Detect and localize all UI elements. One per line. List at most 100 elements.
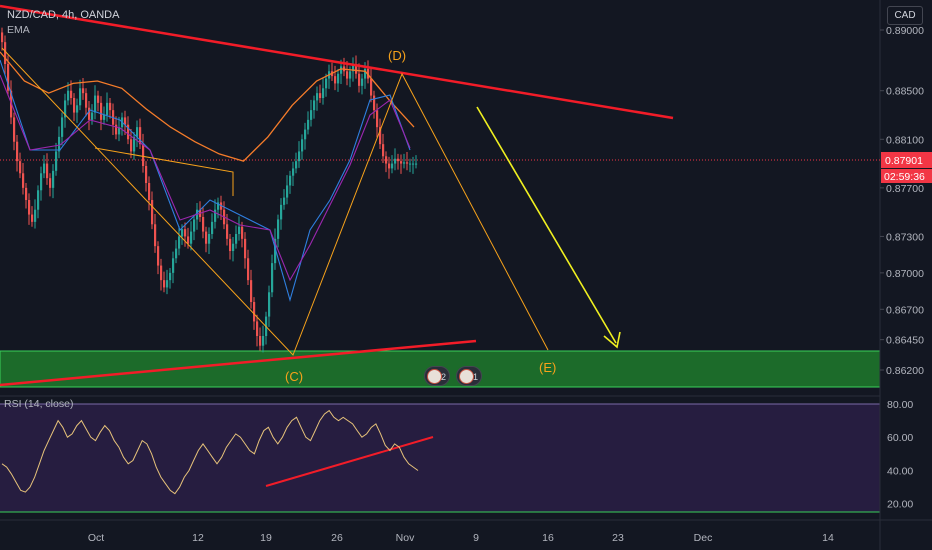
- upper-trendline[interactable]: [0, 4, 674, 120]
- candle-body: [160, 265, 163, 281]
- candle-body: [37, 190, 40, 210]
- candle-body: [208, 234, 211, 244]
- candle-body: [130, 139, 133, 152]
- candle-body: [79, 88, 82, 106]
- wave-pattern[interactable]: [1, 47, 549, 356]
- rsi-axis: 80.00 60.00 40.00 20.00: [887, 399, 913, 511]
- candle-body: [142, 144, 145, 166]
- candle-body: [274, 238, 277, 264]
- price-tick-label: 0.87700: [886, 183, 924, 195]
- candle-body: [349, 71, 352, 79]
- candle-body: [115, 124, 118, 135]
- candle-body: [244, 238, 247, 259]
- candle-body: [403, 162, 406, 164]
- candle-body: [292, 168, 295, 176]
- event-badge-2[interactable]: 6 1: [456, 366, 482, 386]
- candle-body: [31, 214, 34, 222]
- candle-body: [316, 93, 319, 101]
- ema-slow-line: [0, 74, 411, 282]
- candle-body: [133, 136, 136, 152]
- candle-body: [163, 280, 166, 288]
- candle-body: [7, 64, 10, 91]
- candle-body: [1, 32, 4, 43]
- candle-body: [307, 119, 310, 130]
- candle-body: [370, 78, 373, 96]
- candle-body: [400, 161, 403, 164]
- candle-body: [394, 158, 397, 164]
- candle-body: [385, 156, 388, 164]
- candle-body: [412, 163, 415, 165]
- price-tick-label: 0.88500: [886, 86, 924, 98]
- rsi-band: [0, 404, 880, 512]
- candle-body: [391, 163, 394, 169]
- candle-body: [187, 236, 190, 244]
- candle-body: [73, 98, 76, 113]
- price-tag: [881, 152, 932, 168]
- candle-body: [319, 93, 322, 98]
- price-tick-label: 0.88100: [886, 134, 924, 146]
- candle-body: [283, 197, 286, 205]
- candle-body: [22, 173, 25, 188]
- candle-body: [91, 112, 94, 120]
- time-tick-label: 9: [473, 532, 479, 544]
- candle-body: [184, 229, 187, 237]
- time-tick-label: Nov: [396, 532, 415, 544]
- candle-body: [100, 102, 103, 120]
- projection-arrow[interactable]: [476, 106, 617, 344]
- candle-body: [334, 76, 337, 84]
- candle-body: [49, 178, 52, 188]
- candle-body: [406, 162, 409, 164]
- candle-body: [217, 202, 220, 210]
- candle-body: [388, 163, 391, 169]
- candle-body: [271, 263, 274, 293]
- candle-body: [298, 151, 301, 162]
- candle-body: [325, 78, 328, 89]
- candle-body: [43, 163, 46, 174]
- rsi-legend[interactable]: RSI (14, close): [4, 398, 74, 410]
- candle-body: [247, 258, 250, 281]
- price-tick-label: 0.89000: [886, 25, 924, 37]
- candle-body: [52, 170, 55, 188]
- candle-body: [34, 209, 37, 222]
- candle-body: [88, 107, 91, 120]
- ema-fast-line: [0, 59, 411, 303]
- currency-button[interactable]: CAD: [887, 6, 923, 25]
- candle-body: [169, 272, 172, 281]
- candle-body: [238, 226, 241, 234]
- candle-body: [277, 219, 280, 239]
- candle-body: [313, 100, 316, 111]
- candle-body: [346, 71, 349, 79]
- countdown-tag: [881, 169, 932, 183]
- event-badge-1[interactable]: 5 2: [424, 366, 450, 386]
- time-tick-label: 19: [260, 532, 272, 544]
- candle-body: [61, 117, 64, 137]
- ema-legend[interactable]: EMA: [7, 24, 30, 36]
- time-tick-label: 26: [331, 532, 343, 544]
- candle-body: [154, 224, 157, 247]
- candle-body: [94, 95, 97, 113]
- rsi-trendline[interactable]: [265, 436, 434, 487]
- candle-body: [232, 243, 235, 251]
- candle-body: [151, 200, 154, 225]
- rsi-line: [1, 409, 419, 495]
- candle-body: [124, 117, 127, 125]
- candle-body: [214, 209, 217, 222]
- candle-body: [229, 238, 232, 251]
- candle-body: [70, 90, 73, 98]
- candle-body: [181, 229, 184, 237]
- rsi-tick-label: 80.00: [887, 399, 913, 411]
- candle-body: [289, 175, 292, 186]
- candle-body: [4, 42, 7, 64]
- candle-body: [250, 280, 253, 302]
- symbol-title[interactable]: NZD/CAD, 4h, OANDA: [7, 9, 120, 21]
- lower-trendline[interactable]: [0, 339, 477, 387]
- price-axis: 0.89000 0.88500 0.88100 0.87700 0.87300 0.870…: [880, 25, 924, 377]
- candle-body: [157, 246, 160, 266]
- candle-body: [106, 102, 109, 115]
- candle-body: [286, 185, 289, 198]
- price-tick-label: 0.86200: [886, 365, 924, 377]
- candle-body: [376, 110, 379, 128]
- wave-label-e: (E): [539, 360, 556, 375]
- candle-body: [58, 136, 61, 152]
